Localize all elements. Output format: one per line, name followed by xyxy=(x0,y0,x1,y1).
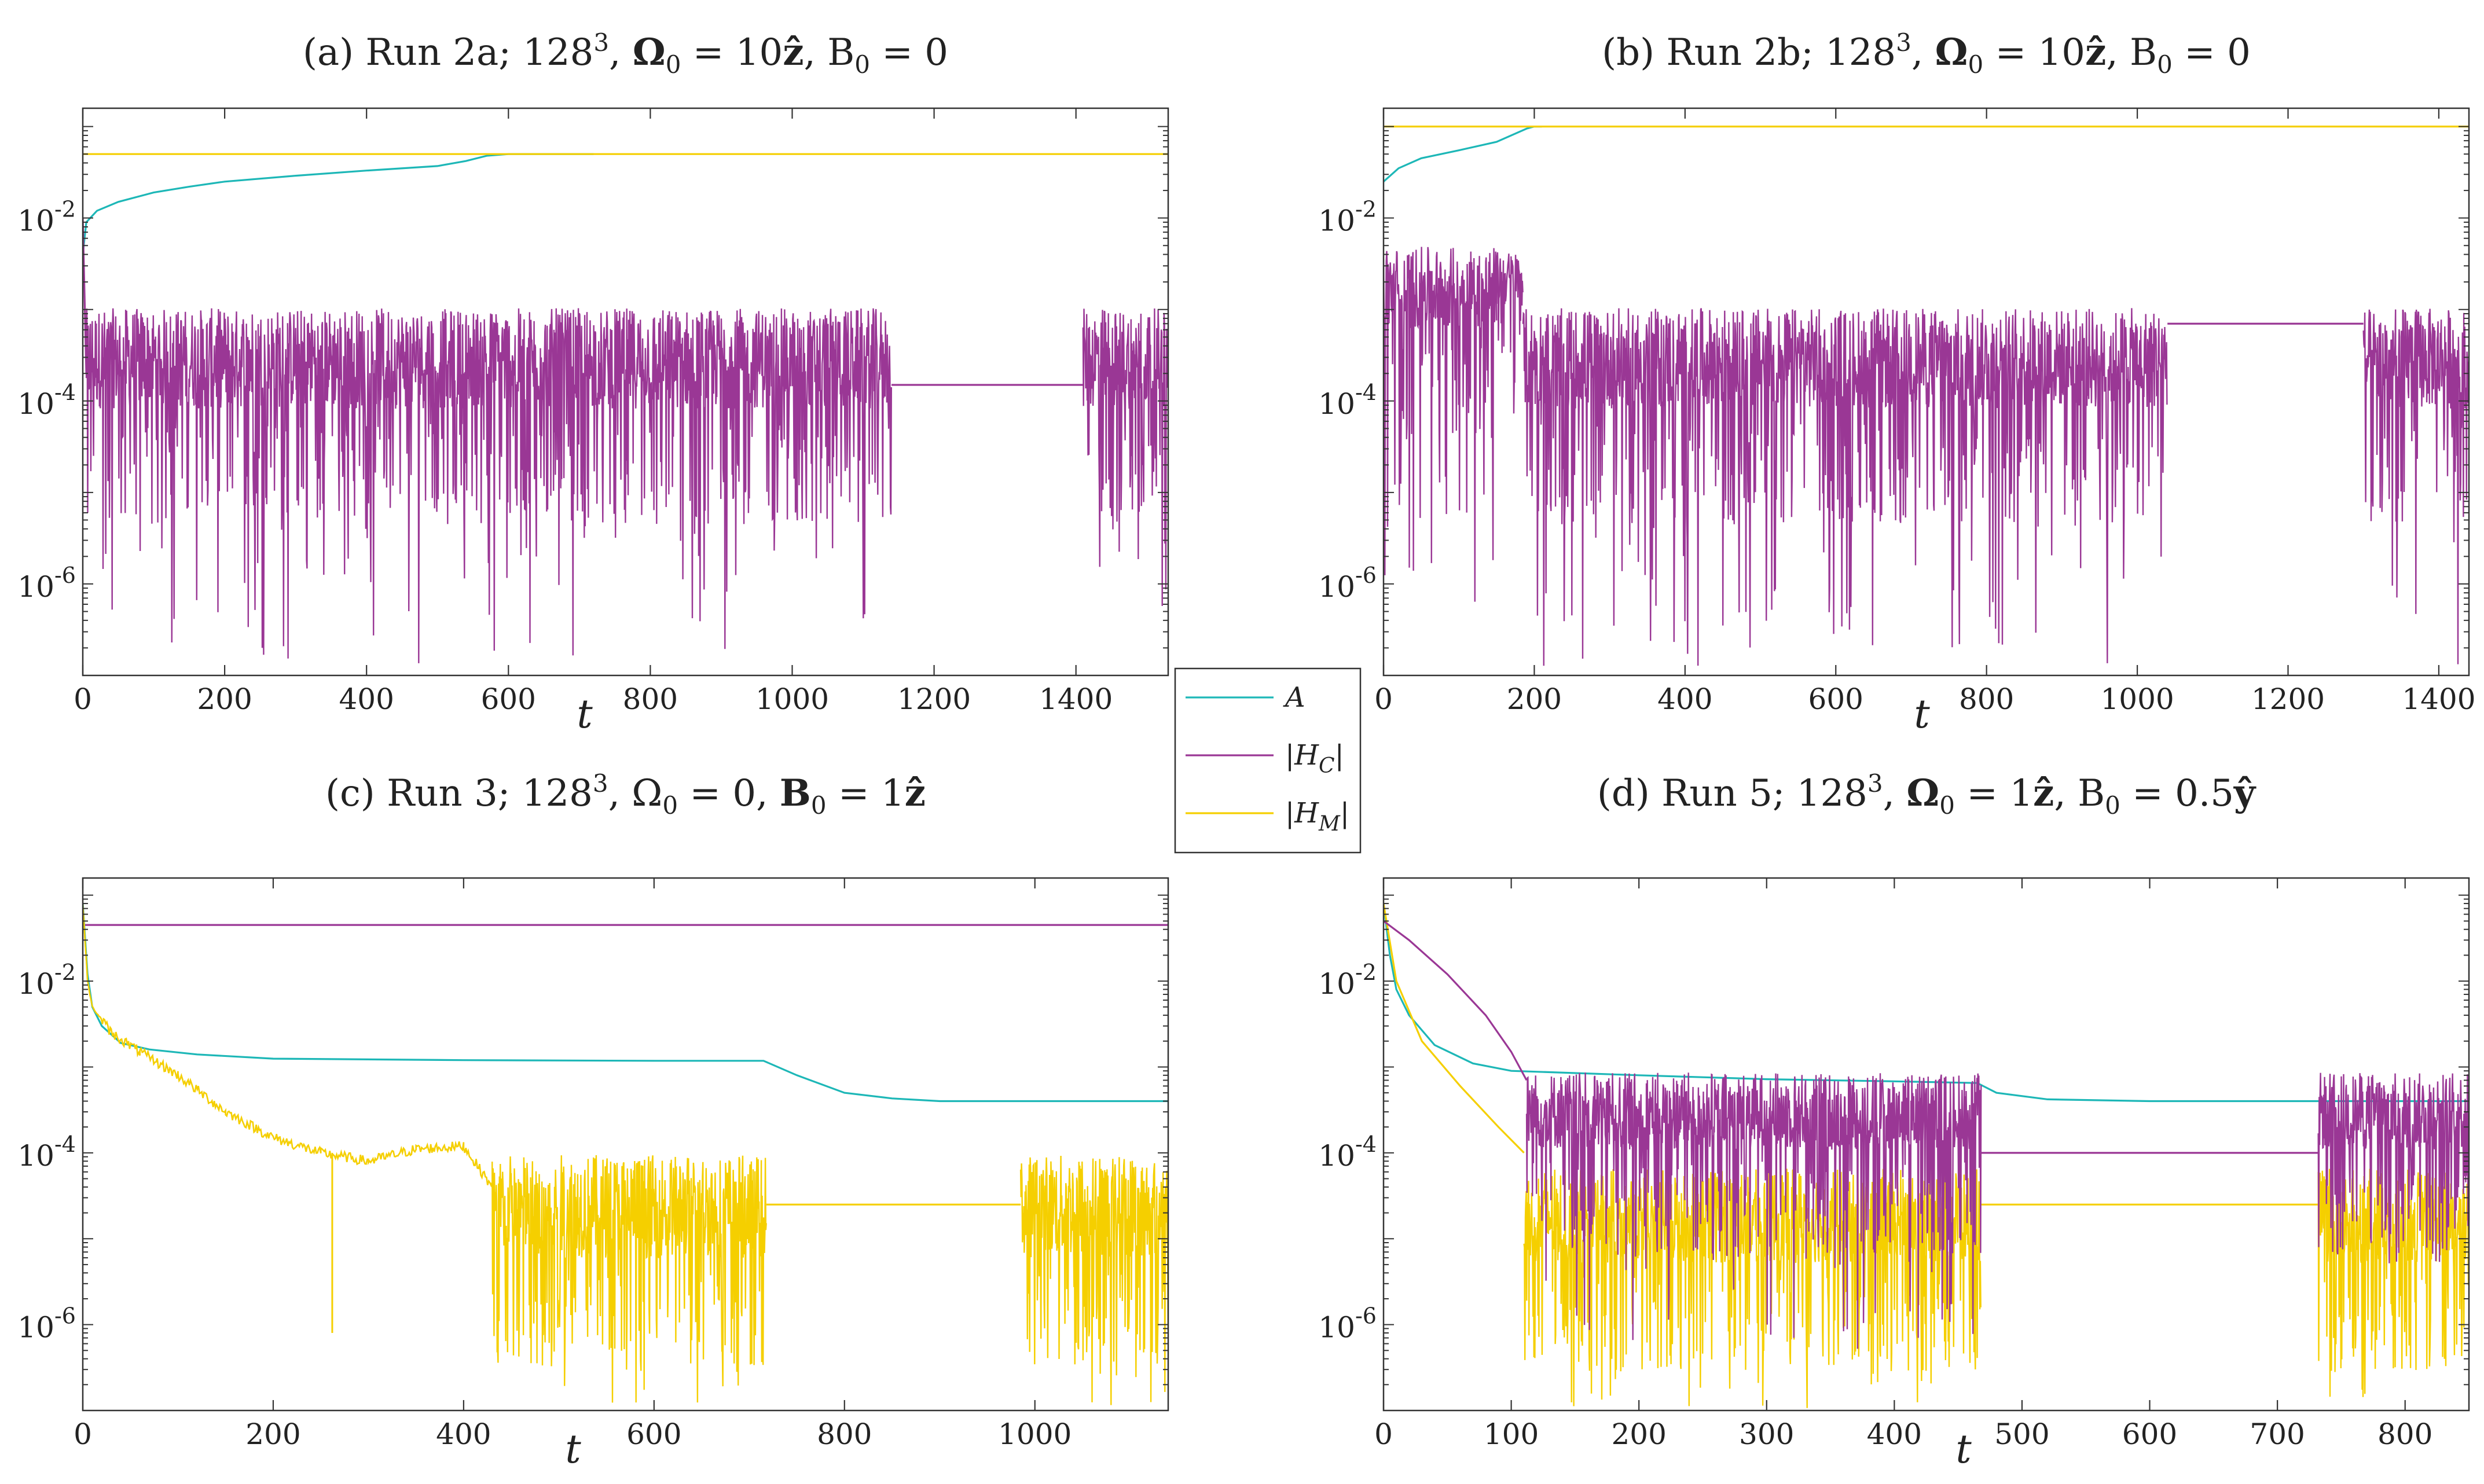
x-axis-label: t xyxy=(1955,1427,1972,1472)
x-axis-label: t xyxy=(577,692,593,737)
series-a xyxy=(1384,126,1542,182)
x-tick-label: 200 xyxy=(1611,1417,1666,1451)
series-a xyxy=(83,153,594,255)
series-a xyxy=(83,903,1168,1103)
panel-title-1: (a) Run 2a; 1283, Ω0 = 10ẑ, B0 = 0 xyxy=(303,28,948,79)
series-line xyxy=(83,903,1168,1103)
x-tick-label: 1000 xyxy=(2100,682,2174,716)
x-tick-label: 700 xyxy=(2250,1417,2305,1451)
series-line xyxy=(1384,903,2469,1103)
axes-box xyxy=(82,877,1169,1412)
y-tick-label: 10-2 xyxy=(17,960,76,1001)
series-line xyxy=(1384,903,1525,1154)
y-tick-label: 10-2 xyxy=(17,197,76,238)
series-line xyxy=(83,153,594,255)
y-tick-label: 10-2 xyxy=(1318,197,1377,238)
x-tick-label: 200 xyxy=(245,1417,300,1451)
plot-area xyxy=(1384,126,2469,666)
noise-segment xyxy=(85,308,892,663)
y-tick-label: 10-4 xyxy=(1318,1132,1377,1173)
axes-box xyxy=(82,107,1169,677)
x-tick-label: 1200 xyxy=(2251,682,2325,716)
y-tick-label: 10-6 xyxy=(17,1303,76,1345)
x-tick-label: 500 xyxy=(1994,1417,2049,1451)
noise-segment xyxy=(1019,1155,1168,1405)
noise-segment xyxy=(1082,308,1168,606)
x-tick-label: 300 xyxy=(1739,1417,1794,1451)
x-tick-label: 0 xyxy=(1374,682,1393,716)
panel-title-4: (d) Run 5; 1283, Ω0 = 1ẑ, B0 = 0.5ŷ xyxy=(1597,769,2256,820)
x-tick-label: 800 xyxy=(623,682,678,716)
axes-box xyxy=(1382,877,2470,1412)
plot-area xyxy=(83,903,1168,1405)
x-tick-label: 800 xyxy=(1959,682,2014,716)
panel-title-3: (c) Run 3; 1283, Ω0 = 0, B0 = 1ẑ xyxy=(325,769,926,820)
legend-label-h-m: |HM| xyxy=(1285,797,1349,836)
series-h-c xyxy=(1384,247,2469,666)
chart-panel-4: (d) Run 5; 1283, Ω0 = 1ẑ, B0 = 0.5ŷ 0 100 2… xyxy=(1318,769,2470,1472)
plot-area xyxy=(83,153,1168,663)
x-tick-label: 1400 xyxy=(1039,682,1113,716)
x-tick-label: 1400 xyxy=(2402,682,2475,716)
x-axis-label: t xyxy=(565,1427,581,1472)
x-tick-label: 1000 xyxy=(998,1417,1072,1451)
x-tick-label: 100 xyxy=(1484,1417,1539,1451)
y-tick-label: 10-6 xyxy=(1318,563,1377,604)
series-h-m xyxy=(83,903,1168,1405)
x-tick-label: 800 xyxy=(817,1417,872,1451)
noise-segment xyxy=(1525,1072,1982,1349)
y-tick-label: 10-4 xyxy=(17,1132,76,1173)
x-tick-label: 0 xyxy=(74,682,92,716)
axes-box xyxy=(1382,107,2470,677)
x-tick-label: 1200 xyxy=(897,682,971,716)
legend-box xyxy=(1174,667,1362,854)
panel-title-2: (b) Run 2b; 1283, Ω0 = 10ẑ, B0 = 0 xyxy=(1602,28,2251,79)
y-tick-label: 10-4 xyxy=(1318,380,1377,421)
noise-segment xyxy=(2362,308,2469,664)
chart-panel-3: (c) Run 3; 1283, Ω0 = 0, B0 = 1ẑ 0 200 400 6… xyxy=(17,769,1169,1472)
x-tick-label: 600 xyxy=(481,682,536,716)
plot-area xyxy=(1384,903,2469,1408)
x-tick-label: 0 xyxy=(74,1417,92,1451)
x-tick-label: 400 xyxy=(339,682,394,716)
x-tick-label: 800 xyxy=(2377,1417,2432,1451)
y-tick-label: 10-4 xyxy=(17,380,76,421)
x-tick-label: 200 xyxy=(1507,682,1562,716)
series-h-c xyxy=(83,218,1168,663)
series-line xyxy=(1384,126,1542,182)
legend: A |HC| |HM| xyxy=(1174,667,1362,854)
series-line xyxy=(83,903,493,1188)
noise-segment xyxy=(1496,252,1524,414)
legend-label-a: A xyxy=(1283,681,1305,714)
x-tick-label: 400 xyxy=(1657,682,1712,716)
noise-segment xyxy=(2317,1072,2469,1263)
noise-segment xyxy=(1384,247,1498,602)
series-line xyxy=(1384,920,1528,1081)
y-tick-label: 10-2 xyxy=(1318,960,1377,1001)
noise-segment xyxy=(491,1155,767,1403)
x-tick-label: 600 xyxy=(626,1417,681,1451)
y-tick-label: 10-6 xyxy=(1318,1303,1377,1345)
y-tick-label: 10-6 xyxy=(17,563,76,604)
x-tick-label: 600 xyxy=(1808,682,1863,716)
chart-panel-1: (a) Run 2a; 1283, Ω0 = 10ẑ, B0 = 0 0 200 40… xyxy=(17,28,1169,737)
x-tick-label: 200 xyxy=(197,682,252,716)
x-tick-label: 0 xyxy=(1374,1417,1393,1451)
series-a xyxy=(1384,903,2469,1103)
x-tick-label: 400 xyxy=(1867,1417,1922,1451)
x-tick-label: 400 xyxy=(436,1417,491,1451)
noise-segment xyxy=(1523,1167,1982,1408)
chart-panel-2: (b) Run 2b; 1283, Ω0 = 10ẑ, B0 = 0 0 200 40… xyxy=(1318,28,2475,737)
noise-segment xyxy=(1522,308,2168,666)
x-tick-label: 1000 xyxy=(755,682,829,716)
x-axis-label: t xyxy=(1914,692,1930,737)
series-h-c xyxy=(1384,920,2469,1349)
x-tick-label: 600 xyxy=(2122,1417,2177,1451)
legend-label-h-c: |HC| xyxy=(1285,739,1344,778)
